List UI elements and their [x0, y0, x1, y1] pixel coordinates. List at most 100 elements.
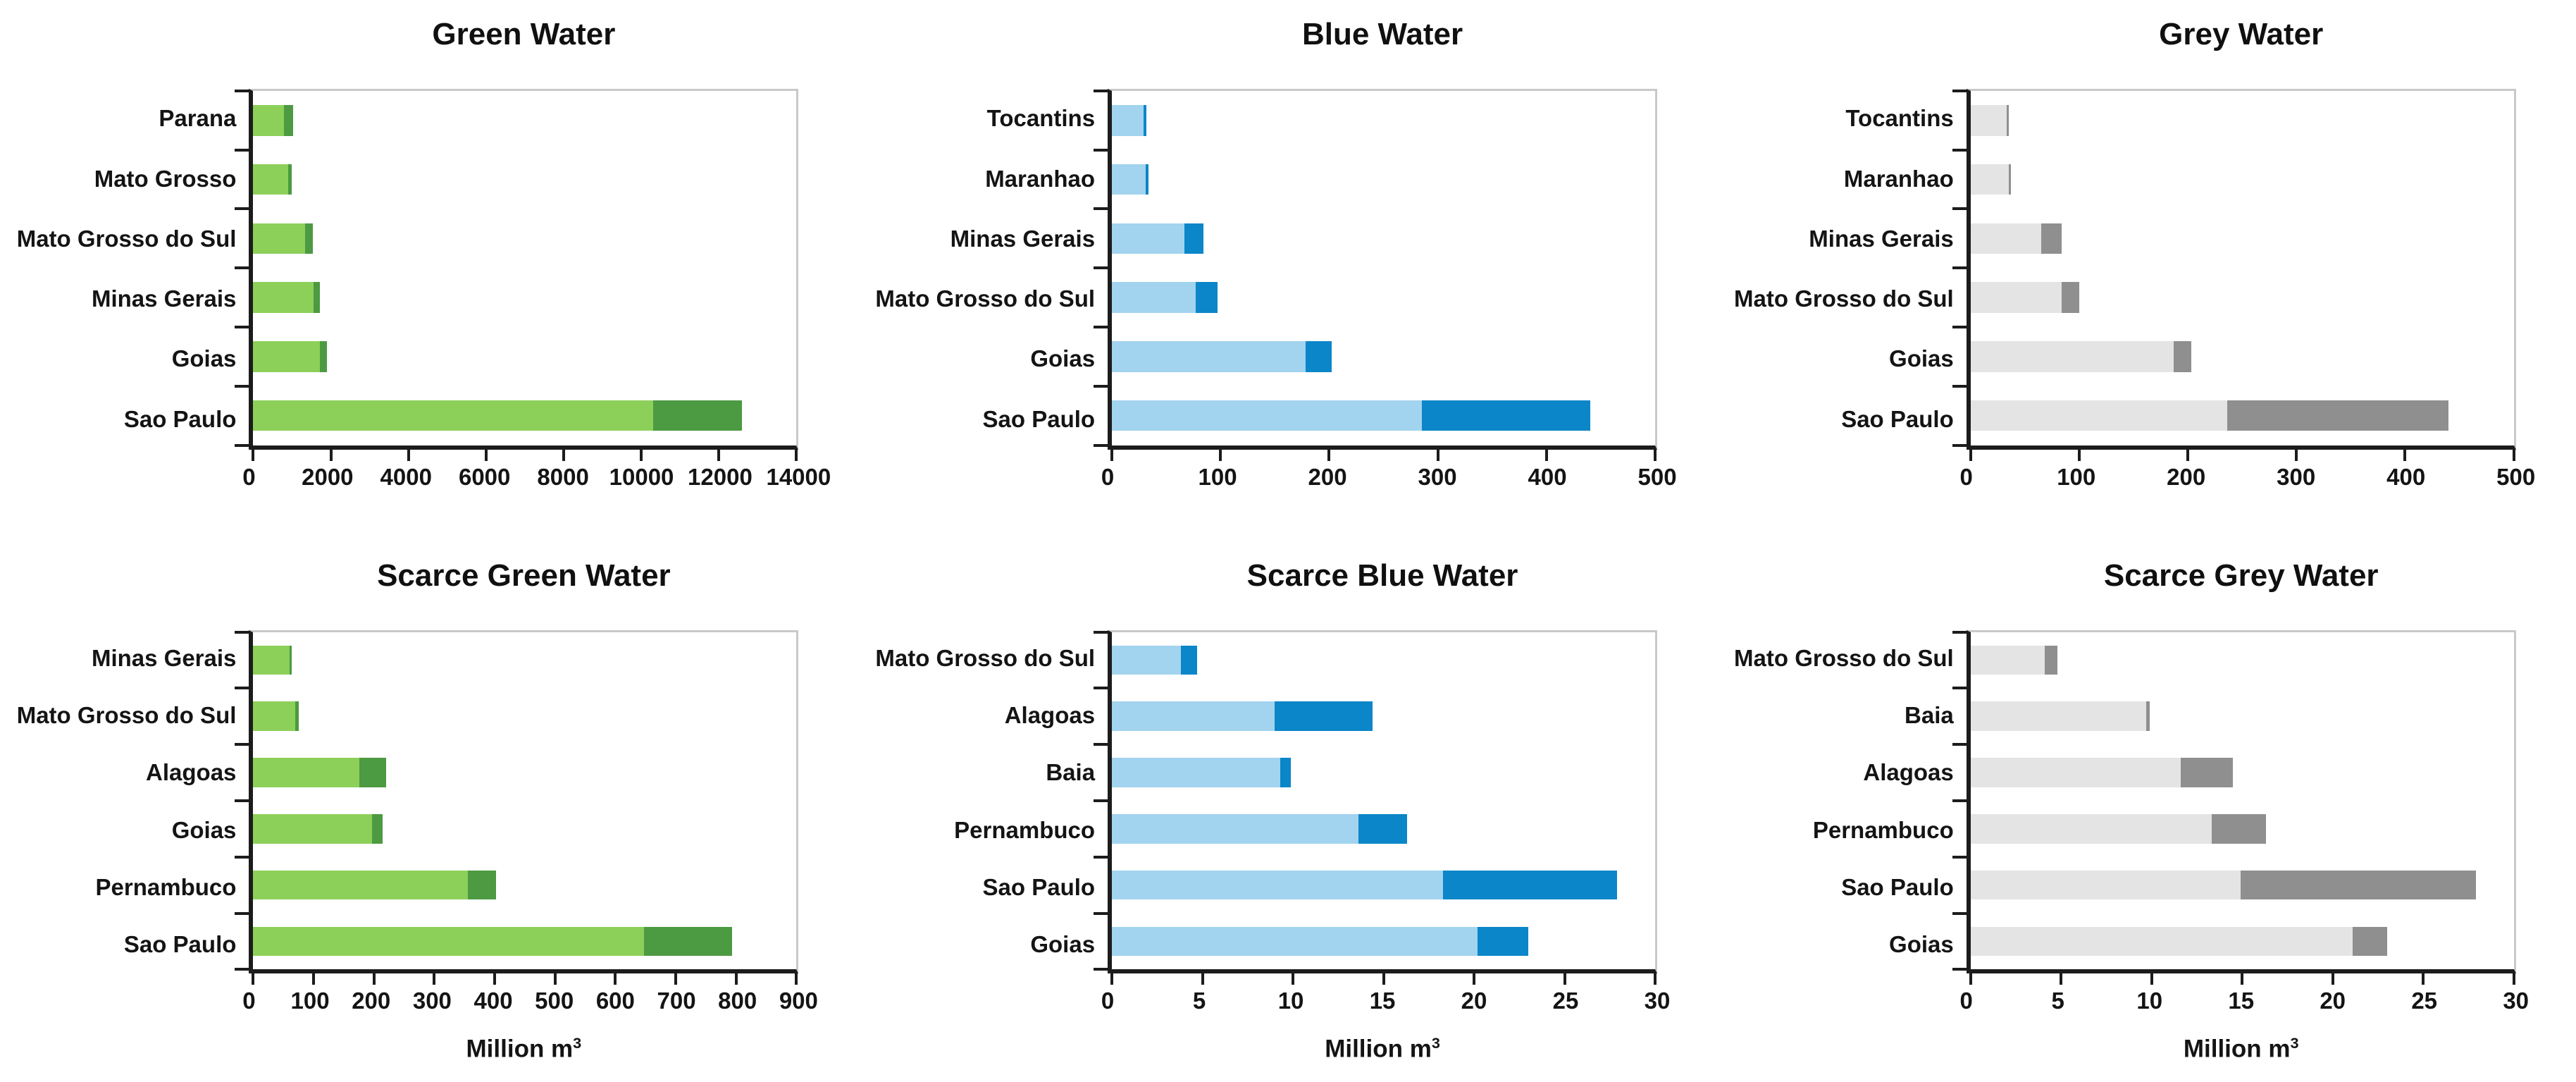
- x-axis-tick: [1327, 449, 1331, 461]
- y-label-cell: Minas Gerais: [1717, 209, 1953, 269]
- bar-row-alagoas: [1970, 744, 2514, 801]
- bar-row-goias: [1970, 327, 2514, 386]
- bar-segment-dark: [2211, 814, 2266, 844]
- bar-segment-dark: [313, 282, 320, 313]
- x-axis-tick: [329, 449, 333, 461]
- y-label-cell: Mato Grosso do Sul: [0, 687, 237, 744]
- y-axis-tick: [235, 630, 249, 634]
- y-axis-tick: [1952, 90, 1967, 92]
- y-axis-tick: [235, 911, 249, 915]
- bar-segment-light: [1112, 814, 1358, 844]
- y-axis-tick: [1094, 443, 1108, 447]
- x-tick-label: 0: [242, 988, 256, 1014]
- category-label-alagoas: Alagoas: [1004, 702, 1096, 729]
- bar-segment-dark: [1421, 400, 1590, 431]
- bar-segment-dark: [287, 164, 292, 195]
- x-axis-tick: [1110, 973, 1114, 985]
- x-axis-tick: [1292, 973, 1295, 985]
- bar-segment-light: [1970, 870, 2241, 900]
- category-label-minas-gerais: Minas Gerais: [91, 285, 237, 312]
- plot-area-scarce-blue-water: [1094, 629, 1658, 985]
- x-axis-tick: [312, 973, 316, 985]
- bar-row-sao-paulo: [1112, 386, 1655, 445]
- bar-row-sao-paulo: [253, 914, 796, 970]
- y-axis-tick: [1952, 968, 1967, 971]
- x-axis-tick: [1544, 449, 1548, 461]
- y-axis-tick: [235, 148, 249, 152]
- plot-row-scarce-blue-water: Mato Grosso do Sul Alagoas Baia Pernambuco S…: [859, 629, 1718, 985]
- category-label-mato-grosso-do-sul: Mato Grosso do Sul: [16, 702, 237, 729]
- bar-segment-dark: [1145, 164, 1149, 195]
- x-tick-label: 800: [718, 988, 757, 1014]
- bar-row-maranhao: [1112, 150, 1655, 209]
- category-label-goias: Goias: [1889, 931, 1954, 958]
- bar-segment-dark: [467, 870, 496, 900]
- x-tick-label: 8000: [537, 463, 589, 490]
- bar-segment-light: [253, 814, 373, 844]
- bar-row-goias: [1970, 914, 2514, 970]
- bar-row-mato-grosso-do-sul: [253, 209, 796, 269]
- x-axis-tick: [795, 973, 798, 985]
- bar-segment-light: [253, 164, 288, 195]
- bar-segment-light: [253, 758, 360, 787]
- category-label-goias: Goias: [1889, 345, 1954, 372]
- category-label-sao-paulo: Sao Paulo: [982, 874, 1096, 901]
- bar-row-alagoas: [253, 744, 796, 801]
- x-axis-tick: [1654, 973, 1657, 985]
- bar-segment-dark: [2240, 870, 2476, 900]
- x-axis-tick: [484, 449, 488, 461]
- x-tick-label: 0: [242, 463, 256, 490]
- y-label-cell: Minas Gerais: [0, 269, 236, 329]
- x-axis-tick: [2150, 973, 2153, 985]
- x-tick-label: 600: [595, 988, 635, 1014]
- x-axis-tick: [1110, 449, 1114, 461]
- y-label-cell: Sao Paulo: [0, 916, 237, 973]
- y-label-cell: Goias: [0, 801, 237, 859]
- x-axis-tick: [2331, 973, 2334, 985]
- bar-segment-light: [253, 105, 285, 136]
- x-axis-tick: [407, 449, 410, 461]
- x-axis-unit-label: Million m3: [1108, 1034, 1657, 1064]
- x-tick-label: 4000: [380, 463, 432, 490]
- x-tick-label: 10000: [609, 463, 674, 490]
- bar-row-mato-grosso-do-sul: [253, 688, 796, 744]
- x-tick-label: 5: [1192, 988, 1206, 1014]
- x-tick-label: 100: [290, 988, 330, 1014]
- x-tick-label: 20: [2320, 988, 2346, 1014]
- plot-area-blue-water: [1094, 89, 1658, 461]
- y-label-cell: Goias: [0, 329, 237, 389]
- x-tick-label: 0: [1101, 463, 1115, 490]
- y-axis-tick: [235, 855, 249, 859]
- x-axis-tick: [1563, 973, 1566, 985]
- bar-row-minas-gerais: [1112, 209, 1655, 269]
- y-axis-labels-scarce-grey-water: Mato Grosso do Sul Baia Alagoas Pernambuco S…: [1717, 630, 1966, 974]
- x-axis-tick-labels-blue-water: 0 100 200 300 400 500: [1101, 450, 1677, 541]
- chart-title-blue-water: Blue Water: [1301, 17, 1463, 51]
- bar-segment-light: [1112, 400, 1422, 431]
- y-axis-tick: [1952, 148, 1967, 152]
- chart-scarce-grey-water: Scarce Grey Water Mato Grosso do Sul Baia A…: [1717, 541, 2576, 1082]
- bar-row-baia: [1970, 688, 2514, 744]
- y-label-cell: Mato Grosso do Sul: [1717, 630, 1954, 687]
- bar-segment-dark: [2062, 282, 2079, 313]
- category-label-pernambuco: Pernambuco: [1812, 816, 1954, 843]
- bar-segment-light: [1112, 282, 1196, 313]
- y-label-cell: Alagoas: [859, 687, 1095, 744]
- x-axis-tick-labels-green-water: 0 2000 4000 6000 8000 10000 12000 14000: [242, 450, 831, 541]
- y-axis-tick: [1094, 266, 1108, 270]
- y-label-cell: Minas Gerais: [0, 630, 236, 687]
- bar-row-sao-paulo: [253, 386, 796, 445]
- y-axis-tick: [235, 443, 249, 447]
- x-axis-tick: [734, 973, 738, 985]
- x-axis-tick: [640, 449, 643, 461]
- y-label-cell: Parana: [0, 89, 236, 149]
- y-axis-tick: [1094, 90, 1108, 92]
- x-tick-label: 25: [2411, 988, 2438, 1014]
- y-axis-tick: [1094, 855, 1108, 859]
- x-tick-label: 300: [2277, 463, 2316, 490]
- category-label-minas-gerais: Minas Gerais: [1809, 225, 1954, 252]
- y-label-cell: Pernambuco: [859, 801, 1095, 859]
- chart-title-grey-water: Grey Water: [2159, 17, 2324, 51]
- y-axis-tick: [1952, 384, 1967, 388]
